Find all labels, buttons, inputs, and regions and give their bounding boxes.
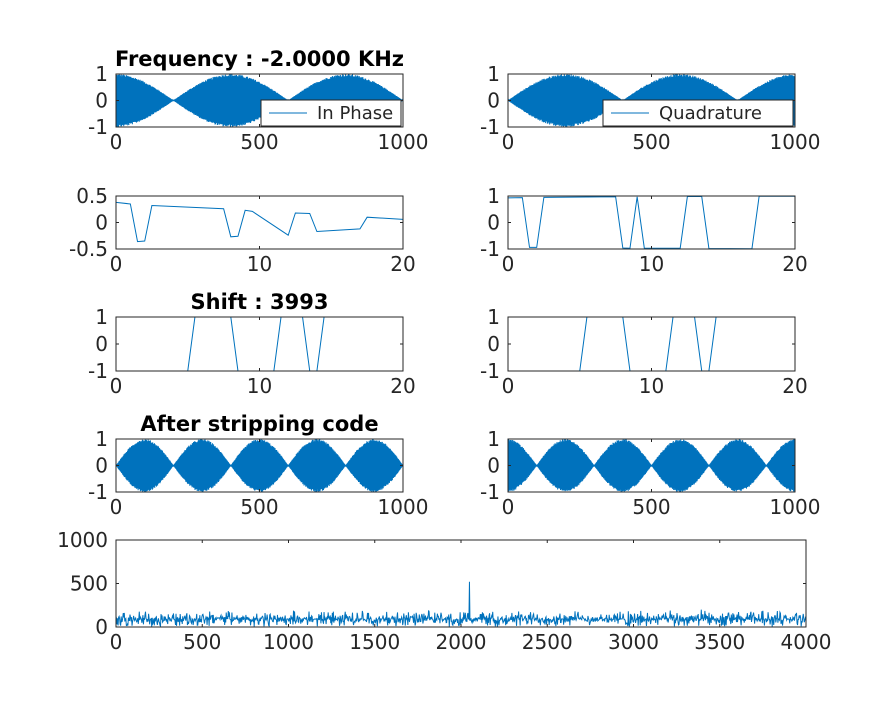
x-tick-label: 4000 xyxy=(781,630,832,654)
x-tick-label: 0 xyxy=(502,130,515,154)
x-tick-label: 0 xyxy=(110,130,123,154)
y-tick-label: 0.5 xyxy=(76,184,108,208)
x-tick-label: 10 xyxy=(247,374,272,398)
axes-quadrature-freq: 0 500 1000 -10 1 Quadrature xyxy=(480,62,820,154)
y-tick-label: 0 xyxy=(95,211,108,235)
x-tick-label: 20 xyxy=(390,252,415,276)
y-tick-label: -1 xyxy=(88,359,108,383)
y-tick-label: 1 xyxy=(487,62,500,86)
x-tick-label: 1000 xyxy=(263,630,314,654)
axes-stripped-i: 0 500 1000 -10 1 After stripping code xyxy=(88,412,428,519)
y-tick-label: -0.5 xyxy=(69,237,108,261)
y-tick-label: 1000 xyxy=(57,528,108,552)
x-tick-label: 500 xyxy=(240,495,278,519)
x-tick-label: 500 xyxy=(632,130,670,154)
y-tick-label: 1 xyxy=(95,62,108,86)
axes-shift-code-q: 0 10 20-101 xyxy=(480,305,808,398)
axes-title: Shift : 3993 xyxy=(191,290,329,314)
series-line-shift-code-q xyxy=(508,317,795,371)
series-line-stripped-q xyxy=(508,439,795,492)
legend-box xyxy=(602,99,794,127)
axes-quadrature-zoom: 0 10 20 -10 1 xyxy=(480,184,808,276)
legend-label: In Phase xyxy=(317,103,393,124)
legend: In Phase xyxy=(260,99,402,127)
x-tick-label: 3500 xyxy=(694,630,745,654)
y-tick-label: 0 xyxy=(95,332,108,356)
x-tick-label: 20 xyxy=(782,374,807,398)
y-tick-label: 0 xyxy=(95,454,108,478)
y-tick-label: -1 xyxy=(480,115,500,139)
x-tick-label: 500 xyxy=(240,130,278,154)
y-tick-label: 0 xyxy=(487,454,500,478)
legend: Quadrature xyxy=(602,99,794,127)
y-tick-label: 1 xyxy=(487,305,500,329)
y-tick-label: 0 xyxy=(95,89,108,113)
axes-in-phase-freq: 0 500 1000 -10 1 Frequency : -2.0000 KHz In Ph… xyxy=(88,47,428,154)
x-tick-label: 0 xyxy=(502,252,515,276)
x-tick-label: 500 xyxy=(632,495,670,519)
x-tick-label: 0 xyxy=(110,252,123,276)
y-tick-label: 0 xyxy=(487,211,500,235)
y-tick-label: 1 xyxy=(487,427,500,451)
y-tick-label: -1 xyxy=(480,359,500,383)
series-line-shift-code-i xyxy=(116,317,403,371)
axes-title: Frequency : -2.0000 KHz xyxy=(115,47,404,71)
x-tick-label: 0 xyxy=(110,630,123,654)
x-tick-label: 10 xyxy=(247,252,272,276)
x-tick-label: 1000 xyxy=(770,495,821,519)
x-tick-label: 0 xyxy=(502,495,515,519)
axes-title: After stripping code xyxy=(140,412,378,436)
x-tick-label: 500 xyxy=(183,630,221,654)
y-tick-label: 0 xyxy=(487,332,500,356)
series-line-correlation xyxy=(116,581,806,627)
x-tick-label: 10 xyxy=(639,374,664,398)
x-tick-label: 3000 xyxy=(608,630,659,654)
y-tick-label: 500 xyxy=(70,572,108,596)
y-tick-label: 1 xyxy=(95,305,108,329)
y-tick-label: 1 xyxy=(95,427,108,451)
x-tick-label: 1000 xyxy=(378,495,429,519)
legend-label: Quadrature xyxy=(659,103,762,124)
series-line-in-phase-zoom xyxy=(116,201,403,243)
x-tick-label: 2000 xyxy=(436,630,487,654)
y-tick-label: 0 xyxy=(487,89,500,113)
x-tick-label: 2500 xyxy=(522,630,573,654)
x-tick-label: 1500 xyxy=(349,630,400,654)
y-tick-label: 1 xyxy=(487,184,500,208)
axes-correlation: 0 500 1000 1500 2000 2500 3000 3500 4000 0 500 1000 xyxy=(57,528,831,654)
x-tick-label: 1000 xyxy=(770,130,821,154)
x-tick-label: 20 xyxy=(782,252,807,276)
x-tick-label: 10 xyxy=(639,252,664,276)
y-tick-label: -1 xyxy=(480,480,500,504)
axes-stripped-q: 0 500 1000 -10 1 xyxy=(480,427,820,519)
y-tick-label: -1 xyxy=(88,480,108,504)
x-tick-label: 0 xyxy=(110,495,123,519)
y-tick-label: -1 xyxy=(88,115,108,139)
x-tick-label: 20 xyxy=(390,374,415,398)
x-tick-label: 0 xyxy=(110,374,123,398)
y-tick-label: 0 xyxy=(95,615,108,639)
x-tick-label: 0 xyxy=(502,374,515,398)
axes-in-phase-zoom: 0 10 20 -0.50 0.5 xyxy=(69,184,416,276)
y-tick-label: -1 xyxy=(480,237,500,261)
x-tick-label: 1000 xyxy=(378,130,429,154)
